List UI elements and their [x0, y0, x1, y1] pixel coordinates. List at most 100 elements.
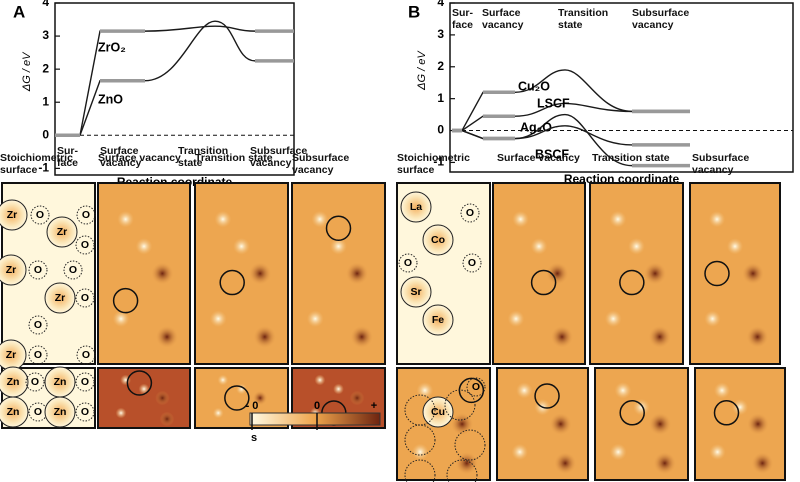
series-label: Cu₂O [518, 79, 550, 93]
map-feature [350, 325, 373, 349]
atom-label: O [34, 406, 42, 418]
energy-curve [461, 69, 633, 131]
map-feature [726, 238, 744, 255]
atom-label: Zr [7, 209, 18, 221]
category-label: Transition state [178, 145, 229, 169]
column-header: Surface vacancy [497, 152, 580, 164]
map-feature [731, 399, 749, 416]
atom-site [75, 288, 95, 308]
atom-label: Cu [431, 406, 445, 418]
probe-ring [530, 269, 557, 296]
column-header: Subsurface vacancy [292, 152, 350, 176]
atom-label: O [69, 264, 77, 276]
plot-frame [449, 2, 794, 173]
panel-border [594, 367, 689, 481]
y-axis-label: ΔG / eV [416, 50, 428, 91]
atom-label: Co [431, 234, 445, 246]
panel-border [496, 367, 589, 481]
atom-site [75, 402, 95, 422]
atom-label: O [472, 381, 480, 393]
atom-label: O [81, 239, 89, 251]
y-tick-label: 0 [437, 123, 444, 137]
column-header: Stoichiometric surface [397, 152, 470, 176]
map-feature [209, 310, 227, 328]
map-feature [155, 390, 170, 406]
map-feature [550, 325, 574, 348]
atom-label: Zn [54, 406, 67, 418]
colorbar-label: + [371, 400, 377, 412]
y-axis-label: ΔG / eV [21, 51, 33, 92]
map-feature [648, 412, 672, 436]
category-label: Subsurface vacancy [250, 145, 308, 169]
map-feature [648, 325, 671, 349]
atom-label: O [404, 257, 412, 269]
map-feature [709, 443, 726, 461]
map-feature [112, 310, 130, 328]
y-tick-label: -1 [433, 155, 444, 169]
map-feature [713, 382, 731, 399]
map-feature [549, 413, 572, 435]
atom-site [46, 216, 78, 248]
colorbar-unit: s [251, 432, 257, 444]
map-feature [609, 210, 627, 228]
column-header: Transition state [195, 152, 273, 164]
map-feature [747, 413, 769, 435]
map-panel [98, 368, 190, 428]
atom-site [44, 282, 76, 314]
map-feature [159, 411, 175, 427]
category-label: Transition state [558, 7, 609, 31]
map-feature [614, 382, 632, 399]
panel-border [97, 367, 191, 429]
panel-border [194, 182, 289, 365]
panel-border [396, 182, 491, 365]
category-label: Sur-face [452, 7, 474, 31]
map-feature [233, 237, 250, 255]
map-feature [333, 383, 344, 395]
map-feature [135, 238, 153, 255]
probe-ring [704, 260, 730, 287]
atom-site [462, 253, 482, 273]
map-feature [311, 210, 329, 228]
probe-ring [619, 400, 645, 426]
atom-site [0, 199, 28, 231]
atom-label: O [81, 376, 89, 388]
probe-ring [325, 215, 352, 241]
y-tick-label: 3 [437, 27, 444, 41]
y-tick-label: 2 [437, 59, 444, 73]
energy-curve [461, 113, 633, 167]
atom-label: Zn [54, 376, 67, 388]
atom-label: Zr [6, 264, 17, 276]
atom-label: Zr [57, 226, 68, 238]
panel-label: A [13, 2, 25, 21]
atom-site [0, 396, 29, 428]
atom-label: Zr [55, 292, 66, 304]
colorbar-label: - 0 [246, 400, 259, 412]
probe-ring [219, 269, 245, 296]
atom-site [400, 191, 432, 223]
atom-label: Sr [410, 286, 421, 298]
panel-border [291, 367, 386, 429]
map-feature [345, 262, 369, 285]
series-label: Ag₂O [520, 120, 552, 134]
panel-border [1, 367, 96, 429]
colorbar [249, 412, 381, 426]
map-feature [746, 326, 769, 348]
panel-label: B [408, 2, 420, 21]
atom-label: Zn [7, 406, 20, 418]
probe-ring [224, 385, 250, 411]
atom-site [28, 345, 48, 365]
panel-border [97, 182, 191, 365]
atom-label: Zn [7, 376, 20, 388]
panel-border [694, 367, 786, 481]
y-tick-label: 4 [42, 0, 49, 9]
category-label: Surface vacancy [100, 145, 142, 169]
map-feature [751, 452, 774, 475]
map-feature [643, 262, 667, 285]
map-feature [248, 262, 272, 285]
atom-label: O [82, 349, 90, 361]
category-label: Surface vacancy [482, 7, 524, 31]
category-label: Sur-face [57, 145, 79, 169]
atom-label: O [34, 319, 42, 331]
atom-label: O [36, 209, 44, 221]
